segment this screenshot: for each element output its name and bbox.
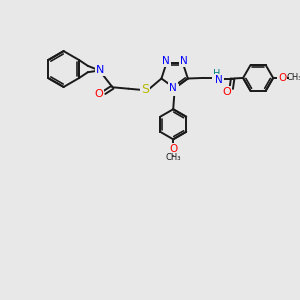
Text: N: N <box>179 56 187 66</box>
Text: N: N <box>215 75 223 85</box>
Text: S: S <box>141 83 149 96</box>
Text: O: O <box>169 144 177 154</box>
Text: CH₃: CH₃ <box>286 74 300 82</box>
Text: O: O <box>95 89 103 99</box>
Text: O: O <box>223 87 232 97</box>
Text: N: N <box>96 65 104 76</box>
Text: N: N <box>171 85 178 95</box>
Text: CH₃: CH₃ <box>166 153 181 162</box>
Text: O: O <box>278 73 286 83</box>
Text: N: N <box>162 56 170 66</box>
Text: N: N <box>169 82 177 92</box>
Text: H: H <box>213 70 220 80</box>
